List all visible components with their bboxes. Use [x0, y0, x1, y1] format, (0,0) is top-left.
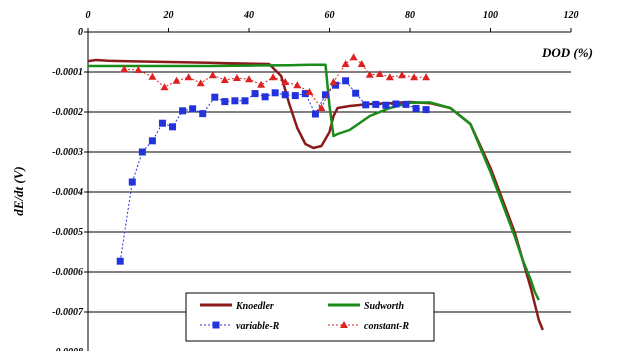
series-line-knoedler: [88, 58, 544, 331]
legend-swatch-marker: [340, 321, 348, 328]
data-point-variable-r: [128, 178, 136, 186]
data-point-variable-r: [311, 110, 319, 118]
x-tick-label: 120: [564, 10, 579, 21]
data-point-constant-r: [375, 70, 384, 77]
y-tick-label: -0.0007: [52, 307, 84, 318]
data-point-variable-r: [158, 119, 166, 127]
x-axis-title: DOD (%): [541, 45, 593, 60]
data-point-variable-r: [281, 91, 289, 99]
y-axis-title: dE/dt (V): [11, 166, 26, 215]
data-point-variable-r: [261, 93, 269, 101]
data-point-constant-r: [365, 70, 374, 78]
x-tick-label: 20: [163, 10, 174, 21]
data-point-constant-r: [134, 66, 143, 73]
x-tick-label: 80: [405, 10, 415, 21]
y-tick-label: -0.0004: [52, 187, 83, 198]
y-tick-label: -0.0002: [52, 107, 83, 118]
data-point-constant-r: [341, 60, 350, 67]
data-point-constant-r: [208, 71, 217, 79]
data-point-constant-r: [357, 60, 366, 67]
legend: Knoedler Sudworth variable-R constant-R: [185, 292, 435, 342]
series-group: [88, 53, 544, 331]
data-point-constant-r: [397, 71, 406, 79]
data-point-variable-r: [392, 100, 400, 108]
x-tick-label: 0: [86, 10, 91, 21]
data-point-variable-r: [169, 123, 177, 131]
data-point-variable-r: [291, 92, 299, 100]
y-tick-label: -0.0001: [52, 67, 83, 78]
x-tick-label: 60: [325, 10, 335, 21]
data-point-constant-r: [385, 73, 394, 81]
data-point-variable-r: [251, 90, 259, 98]
data-point-constant-r: [245, 75, 253, 83]
data-point-constant-r: [281, 78, 290, 85]
data-point-constant-r: [184, 73, 193, 81]
y-tick-label: 0: [78, 27, 83, 38]
y-tick-label: -0.0005: [52, 227, 83, 238]
data-point-constant-r: [329, 78, 338, 85]
x-axis-ticks: 0 20 40 60 80 100 120: [86, 10, 579, 32]
series-line-sudworth: [88, 63, 540, 301]
legend-label-knoedler: Knoedler: [235, 301, 274, 312]
data-point-constant-r: [120, 65, 129, 73]
data-point-variable-r: [179, 107, 187, 115]
data-point-constant-r: [220, 76, 229, 83]
data-point-variable-r: [412, 104, 420, 112]
data-point-variable-r: [241, 97, 249, 105]
x-tick-label: 100: [483, 10, 498, 21]
data-point-constant-r: [422, 73, 431, 81]
data-point-constant-r: [410, 73, 419, 81]
data-point-variable-r: [148, 137, 156, 145]
data-point-constant-r: [293, 81, 302, 89]
legend-box: [185, 292, 435, 342]
y-tick-label: -0.0006: [52, 267, 83, 278]
data-point-variable-r: [372, 100, 380, 108]
legend-label-sudworth: Sudworth: [364, 301, 404, 312]
data-point-variable-r: [301, 90, 309, 98]
data-point-variable-r: [221, 98, 229, 106]
data-point-constant-r: [172, 76, 181, 84]
data-point-variable-r: [382, 101, 390, 109]
data-point-variable-r: [342, 77, 350, 85]
y-axis-ticks: 0 -0.0001 -0.0002 -0.0003 -0.0004 -0.0005 -0.0…: [52, 27, 88, 351]
data-point-variable-r: [321, 91, 329, 99]
data-point-constant-r: [349, 53, 358, 61]
data-point-constant-r: [317, 104, 326, 111]
y-tick-label: -0.0008: [52, 347, 83, 351]
data-point-variable-r: [199, 110, 207, 118]
data-point-constant-r: [196, 79, 205, 87]
legend-swatch-constant-r: [328, 321, 360, 328]
data-point-variable-r: [116, 257, 124, 265]
data-point-variable-r: [138, 148, 146, 156]
data-point-constant-r: [232, 74, 241, 81]
data-point-variable-r: [402, 100, 410, 108]
data-point-variable-r: [271, 89, 279, 97]
data-point-constant-r: [160, 83, 169, 91]
data-point-constant-r: [269, 73, 278, 81]
data-point-variable-r: [189, 105, 197, 113]
y-tick-label: -0.0003: [52, 147, 83, 158]
x-tick-label: 40: [243, 10, 254, 21]
data-point-variable-r: [362, 101, 370, 109]
data-point-variable-r: [231, 97, 239, 105]
data-point-constant-r: [305, 88, 314, 95]
data-point-variable-r: [422, 106, 430, 114]
data-point-variable-r: [211, 93, 219, 101]
data-point-variable-r: [352, 89, 360, 97]
data-point-constant-r: [148, 72, 157, 80]
legend-label-variable-r: variable-R: [236, 321, 280, 332]
legend-label-constant-r: constant-R: [364, 321, 409, 332]
legend-swatch-marker: [212, 321, 220, 329]
data-point-constant-r: [257, 80, 266, 88]
data-point-variable-r: [332, 81, 340, 89]
legend-swatch-variable-r: [200, 321, 232, 329]
